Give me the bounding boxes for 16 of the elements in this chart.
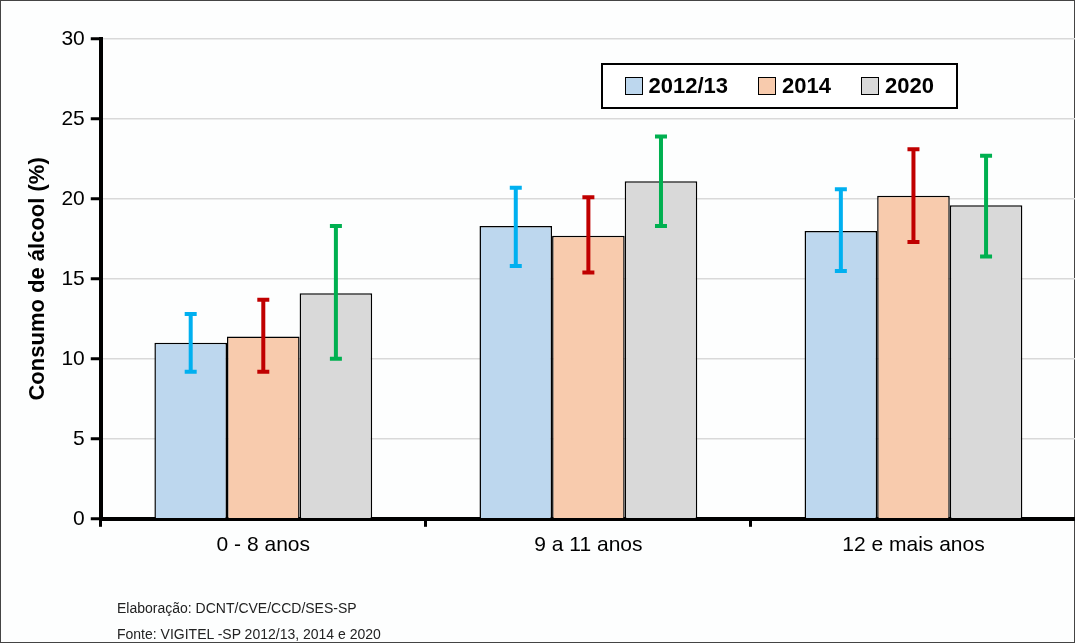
y-tick-label: 5 (73, 425, 85, 449)
y-tick-label: 15 (61, 265, 85, 289)
legend-label: 2014 (782, 73, 832, 99)
y-tick-label: 25 (61, 105, 85, 129)
y-tick-label: 0 (73, 505, 85, 529)
legend-label: 2012/13 (648, 73, 729, 99)
y-tick-label: 10 (61, 345, 85, 369)
y-tick-label: 20 (61, 185, 85, 209)
x-tick-label: 12 e mais anos (842, 532, 985, 556)
y-tick-label: 30 (61, 25, 85, 49)
source-note: Fonte: VIGITEL -SP 2012/13, 2014 e 2020 (117, 625, 381, 643)
x-tick-label: 9 a 11 anos (534, 532, 643, 556)
text: Elaboração: DCNT/CVE/CCD/SES-SP (117, 599, 358, 618)
legend-label: 2020 (885, 73, 934, 99)
x-tick-label: 0 - 8 anos (216, 532, 310, 556)
y-axis-title: Consumo de álcool (%) (24, 157, 50, 401)
